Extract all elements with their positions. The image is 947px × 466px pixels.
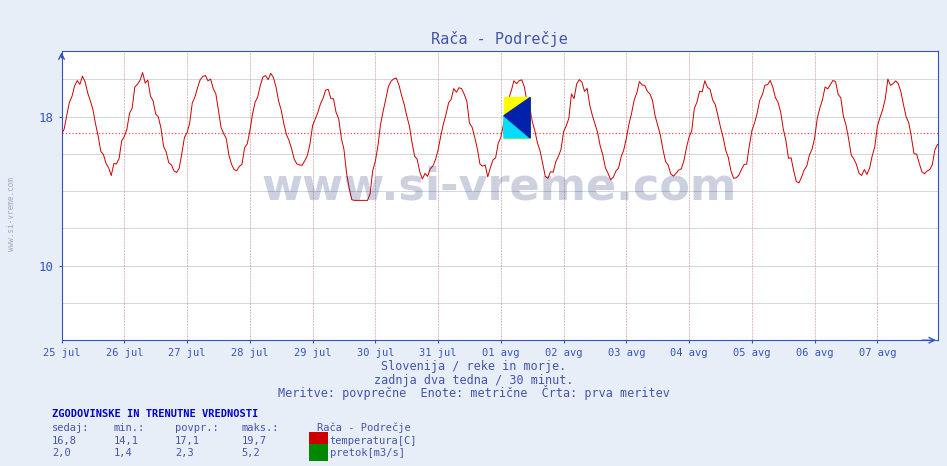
Bar [504,97,530,138]
Text: Rača - Podrečje: Rača - Podrečje [317,423,411,433]
Text: pretok[m3/s]: pretok[m3/s] [330,448,404,458]
Text: 19,7: 19,7 [241,436,266,445]
Text: 2,3: 2,3 [175,448,194,458]
Text: sedaj:: sedaj: [52,423,90,433]
Text: 16,8: 16,8 [52,436,77,445]
Text: 1,4: 1,4 [114,448,133,458]
Polygon shape [504,97,530,138]
Text: 17,1: 17,1 [175,436,200,445]
Text: 14,1: 14,1 [114,436,138,445]
Text: povpr.:: povpr.: [175,423,219,433]
Text: temperatura[C]: temperatura[C] [330,436,417,445]
Text: maks.:: maks.: [241,423,279,433]
Text: ZGODOVINSKE IN TRENUTNE VREDNOSTI: ZGODOVINSKE IN TRENUTNE VREDNOSTI [52,409,259,419]
Text: min.:: min.: [114,423,145,433]
Polygon shape [504,116,530,138]
Text: Meritve: povprečne  Enote: metrične  Črta: prva meritev: Meritve: povprečne Enote: metrične Črta:… [277,385,670,400]
Text: Slovenija / reke in morje.: Slovenija / reke in morje. [381,361,566,373]
Text: www.si-vreme.com: www.si-vreme.com [262,165,737,209]
Text: 2,0: 2,0 [52,448,71,458]
Text: zadnja dva tedna / 30 minut.: zadnja dva tedna / 30 minut. [374,375,573,387]
Title: Rača - Podrečje: Rača - Podrečje [431,31,568,48]
Text: www.si-vreme.com: www.si-vreme.com [7,178,16,251]
Text: 5,2: 5,2 [241,448,260,458]
